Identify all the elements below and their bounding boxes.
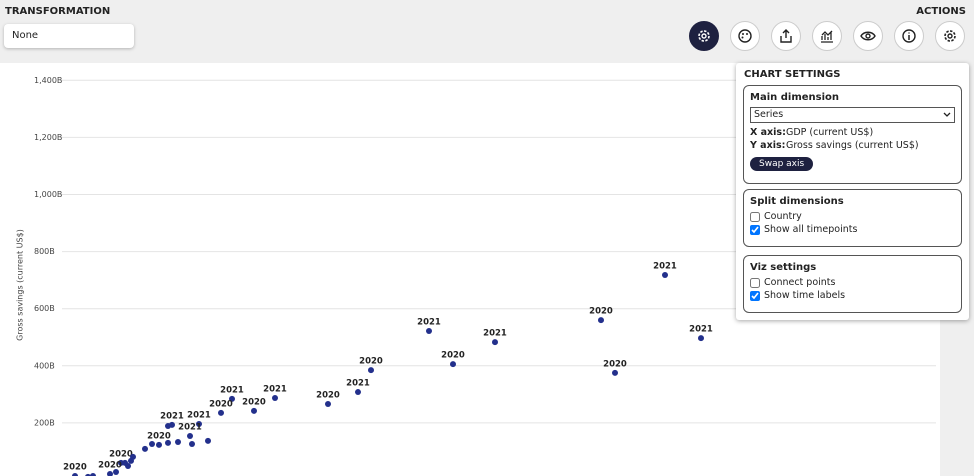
split-dimensions-box: Split dimensions Country Show all timepoi… [743,189,962,247]
time-label: 2020 [359,357,383,367]
point [125,463,131,470]
y-axis-value: Gross savings (current US$) [786,140,919,151]
point [156,441,162,448]
time-label: 2021 [220,385,244,395]
point [368,367,374,374]
option: Connect points [750,277,955,288]
panel-title: CHART SETTINGS [744,69,841,80]
chart-type-button[interactable] [812,21,842,51]
option-label: Country [764,211,802,222]
checkbox[interactable] [750,224,760,235]
point [149,441,155,448]
y-tick-label: 400B [34,361,55,370]
point [128,457,134,464]
option-label: Connect points [764,277,836,288]
transformation-select[interactable]: None [4,24,134,48]
select-value: Series [754,109,784,120]
time-label: 2020 [109,449,133,459]
gear-button[interactable] [935,21,965,51]
point [218,409,224,416]
time-label: 2021 [346,379,370,389]
transformation-label: TRANSFORMATION [5,6,111,17]
point [426,327,432,334]
time-label: 2021 [689,325,713,335]
point [165,439,171,446]
swap-axis-button[interactable]: Swap axis [750,157,814,171]
point [189,441,195,448]
point [698,335,704,342]
point [251,407,257,414]
dimension-select[interactable]: Series [750,107,955,123]
point [662,271,668,278]
x-axis-value: GDP (current US$) [786,127,874,138]
y-axis-label: Gross savings (current US$) [16,229,25,341]
time-label: 2020 [209,399,233,409]
time-label: 2020 [147,431,171,441]
option-label: Show time labels [764,290,846,301]
section-title: Split dimensions [750,196,844,207]
time-label: 2021 [417,317,441,327]
y-tick-label: 1,200B [34,133,62,142]
point [598,317,604,324]
point [450,361,456,368]
option-label: Show all timepoints [764,224,858,235]
y-tick-label: 800B [34,247,55,256]
time-label: 2020 [441,351,465,361]
time-label: 2020 [98,461,122,471]
y-tick-label: 1,000B [34,190,62,199]
view-button[interactable] [853,21,883,51]
time-label: 2021 [653,261,677,271]
section-title: Viz settings [750,262,817,273]
info-button[interactable] [894,21,924,51]
point [187,433,193,440]
y-tick-label: 200B [34,418,55,427]
main-dimension-box: Main dimension Series X axis: GDP (curren… [743,85,962,184]
time-label: 2021 [263,385,287,395]
time-label: 2020 [316,391,340,401]
time-label: 2021 [178,423,202,433]
point [175,439,181,446]
point [272,395,278,402]
share-button[interactable] [771,21,801,51]
point [196,421,202,428]
checkbox[interactable] [750,277,760,288]
time-label: 2021 [187,411,211,421]
point [165,423,171,430]
point [90,473,96,476]
point [142,445,148,452]
point [492,339,498,346]
y-tick-label: 1,400B [34,76,62,85]
point [72,473,78,476]
point [325,401,331,408]
point [355,389,361,396]
option: Show all timepoints [750,224,955,235]
point [85,473,91,476]
time-label: 2021 [160,411,184,421]
viz-settings-box: Viz settings Connect points Show time lab… [743,255,962,313]
time-label: 2020 [589,307,613,317]
point [107,471,113,476]
point [113,469,119,476]
checkbox[interactable] [750,211,760,222]
time-label: 2020 [242,397,266,407]
time-label: 2020 [603,359,627,369]
checkbox[interactable] [750,290,760,301]
point [612,369,618,376]
y-axis-key: Y axis: [750,140,786,151]
time-label: 2021 [483,329,507,339]
x-axis-key: X axis: [750,127,786,138]
point [229,395,235,402]
option: Country [750,211,955,222]
point [205,437,211,444]
chart-settings-panel: CHART SETTINGS Main dimension Series X a… [736,63,969,320]
actions-label: ACTIONS [916,6,966,17]
option: Show time labels [750,290,955,301]
settings-button[interactable] [689,21,719,51]
palette-button[interactable] [730,21,760,51]
y-tick-label: 600B [34,304,55,313]
time-label: 2020 [63,463,87,473]
section-title: Main dimension [750,92,840,103]
